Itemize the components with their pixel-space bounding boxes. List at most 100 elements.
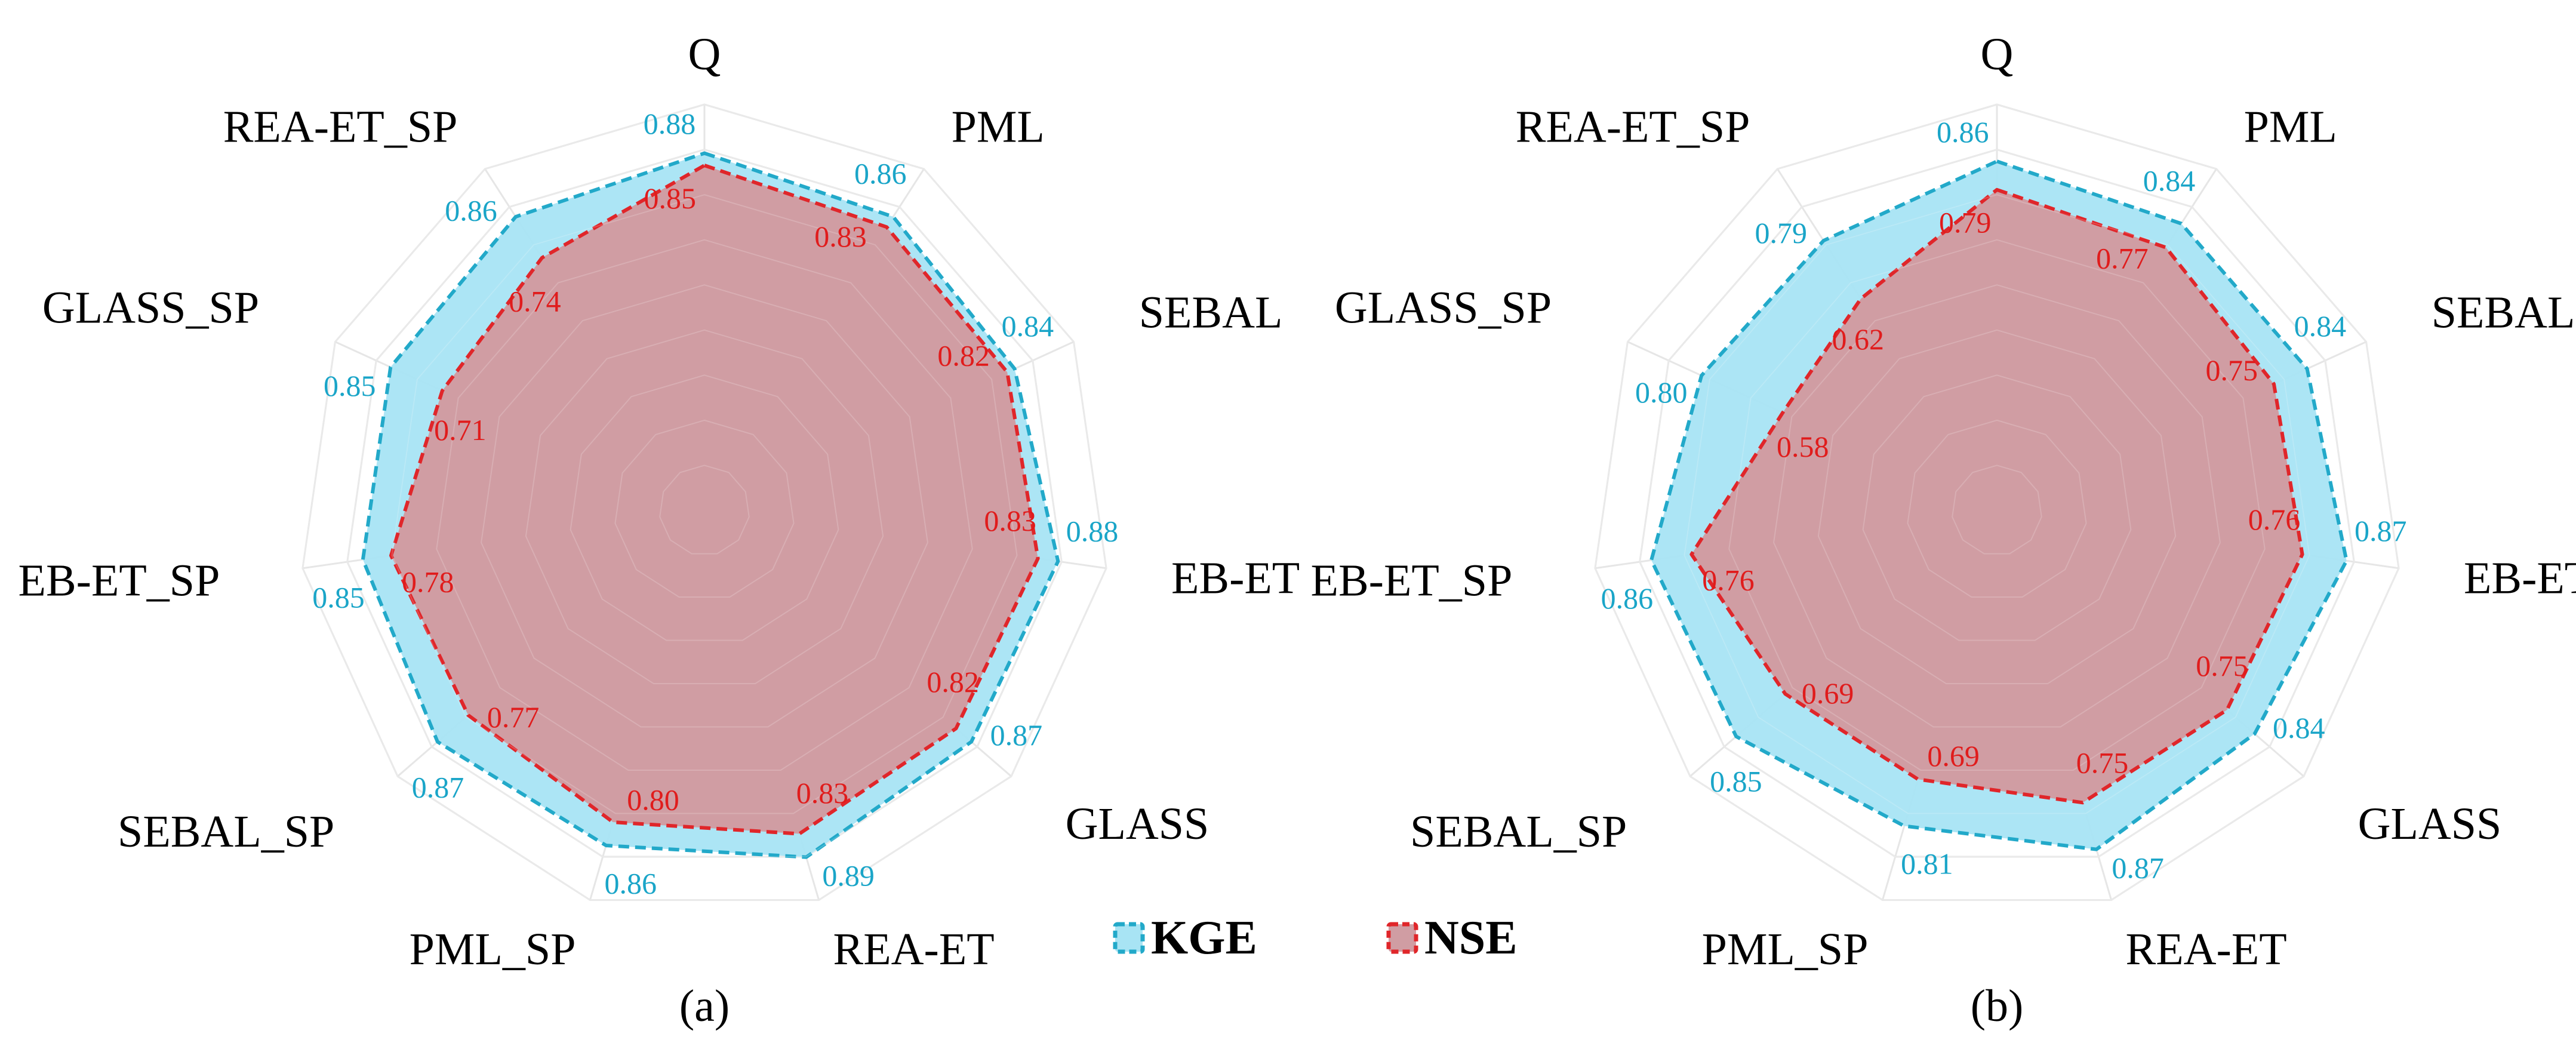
grid-ring [301,103,1107,901]
data-label-kge-rea-et-sp: 0.79 [1755,216,1807,250]
legend-kge-label: KGE [1151,912,1257,964]
axis-label-eb-et: EB-ET [1171,553,1300,603]
axis-label-sebal-sp: SEBAL_SP [118,807,334,857]
grid-ring-overlay [1639,149,2355,857]
axis-label-pml: PML [2244,101,2337,152]
data-label-nse-q: 0.85 [644,182,697,215]
grid-ring-overlay [1728,239,2266,771]
legend-nse-swatch [1386,922,1418,954]
axis-label-glass-sp: GLASS_SP [1335,282,1552,333]
axis-label-rea-et: REA-ET [2126,924,2287,974]
grid-ring [1594,103,2400,901]
grid-ring-overlay [570,374,839,641]
data-label-nse-glass: 0.75 [2196,649,2248,682]
data-label-nse-rea-et-sp: 0.74 [509,284,561,318]
grid-ring [346,148,1063,858]
data-label-kge-glass-sp: 0.80 [1635,376,1688,409]
legend-nse-label: NSE [1424,912,1518,964]
data-label-kge-eb-et-sp: 0.85 [312,580,365,614]
data-label-nse-eb-et-sp: 0.78 [402,565,454,599]
grid-ring-overlay [1817,329,2177,684]
data-label-nse-sebal-sp: 0.69 [1802,676,1854,710]
data-label-kge-eb-et-sp: 0.86 [1601,582,1654,615]
axis-label-glass: GLASS [2358,799,2502,849]
grid-ring-overlay [659,464,750,555]
axis-label-glass: GLASS [1066,799,1209,849]
data-label-kge-eb-et: 0.87 [2355,514,2407,547]
data-label-kge-q: 0.86 [1937,115,1989,149]
axis-label-eb-et: EB-ET [2464,553,2576,603]
grid-ring-overlay [1773,284,2221,728]
axis-label-glass-sp: GLASS_SP [42,282,259,333]
data-label-kge-pml: 0.84 [2143,164,2196,198]
data-label-nse-glass: 0.82 [927,665,979,699]
legend: KGE NSE [1113,912,1518,964]
data-label-nse-sebal: 0.82 [937,339,990,373]
grid-ring-overlay [481,284,928,728]
grid-ring-overlay [1907,419,2087,598]
data-label-kge-pml: 0.86 [854,157,907,190]
grid-ring-overlay [346,149,1063,857]
axis-label-q: Q [1981,29,2014,79]
grid-ring-overlay [525,329,884,684]
data-label-kge-sebal-sp: 0.87 [412,770,464,804]
axis-label-rea-et: REA-ET [833,924,995,974]
axis-label-eb-et-sp: EB-ET_SP [1311,556,1513,606]
radar-grid-overlay [301,103,1107,901]
axis-label-pml-sp: PML_SP [1702,924,1869,974]
axis-label-sebal: SEBAL [2432,288,2575,338]
data-label-nse-rea-et: 0.83 [796,776,849,810]
data-label-kge-rea-et: 0.89 [822,859,875,892]
data-label-nse-rea-et-sp: 0.62 [1832,322,1885,356]
grid-ring-overlay [1862,374,2132,641]
data-label-nse-pml-sp: 0.69 [1927,739,1980,773]
grid-ring-overlay [391,194,1018,814]
data-label-nse-q: 0.79 [1939,206,1992,239]
grid-ring-overlay [1684,194,2310,814]
data-label-kge-rea-et: 0.87 [2112,851,2164,885]
series-nse-polygon [389,164,1040,836]
data-label-nse-glass-sp: 0.58 [1777,430,1829,463]
data-label-kge-glass: 0.87 [990,718,1043,752]
data-label-nse-eb-et: 0.76 [2248,503,2301,536]
data-label-kge-q: 0.88 [644,107,696,140]
panel-label: (a) [679,981,730,1031]
data-label-kge-sebal: 0.84 [2294,309,2347,343]
grid-ring [1639,148,2355,858]
legend-kge-swatch [1113,922,1145,954]
series-nse-polygon [1689,187,2304,805]
data-label-kge-sebal-sp: 0.85 [1710,765,1762,798]
data-label-nse-pml: 0.83 [814,220,867,253]
data-label-nse-glass-sp: 0.71 [434,413,487,447]
radar-grid-overlay [1594,103,2400,901]
data-label-nse-sebal-sp: 0.77 [487,700,540,734]
radar-panel-a: 0.88 0.86 0.84 0.88 0.87 0.89 0.86 0.87 0.85 0.85… [19,29,1300,1031]
radar-panel-b: 0.86 0.84 0.84 0.87 0.84 0.87 0.81 0.85 0.86 0.80… [1311,29,2576,1031]
data-label-nse-pml: 0.77 [2096,242,2149,275]
data-label-kge-pml-sp: 0.81 [1901,847,1953,880]
data-label-nse-eb-et: 0.83 [984,504,1036,537]
grid-ring-overlay [614,419,795,598]
axis-label-sebal-sp: SEBAL_SP [1410,807,1627,857]
panel-label: (b) [1971,981,2024,1031]
data-label-nse-eb-et-sp: 0.76 [1702,563,1755,596]
data-label-nse-pml-sp: 0.80 [627,783,679,816]
grid-ring-overlay [1594,103,2400,901]
axis-label-rea-et-sp: REA-ET_SP [1516,101,1750,152]
axis-label-pml: PML [952,101,1045,152]
data-label-kge-glass-sp: 0.85 [324,369,376,402]
grid-ring-overlay [301,103,1107,901]
data-label-kge-eb-et: 0.88 [1066,514,1119,547]
data-label-kge-pml-sp: 0.86 [604,867,657,900]
data-label-nse-rea-et: 0.75 [2076,746,2129,780]
grid-ring-overlay [1952,464,2042,555]
data-label-nse-sebal: 0.75 [2205,353,2258,387]
grid-ring-overlay [436,239,973,771]
data-label-kge-sebal: 0.84 [1002,309,1054,343]
axis-label-sebal: SEBAL [1139,288,1283,338]
axis-label-eb-et-sp: EB-ET_SP [19,556,220,606]
axis-label-pml-sp: PML_SP [410,924,576,974]
axis-label-q: Q [688,29,721,79]
axis-label-rea-et-sp: REA-ET_SP [223,101,458,152]
